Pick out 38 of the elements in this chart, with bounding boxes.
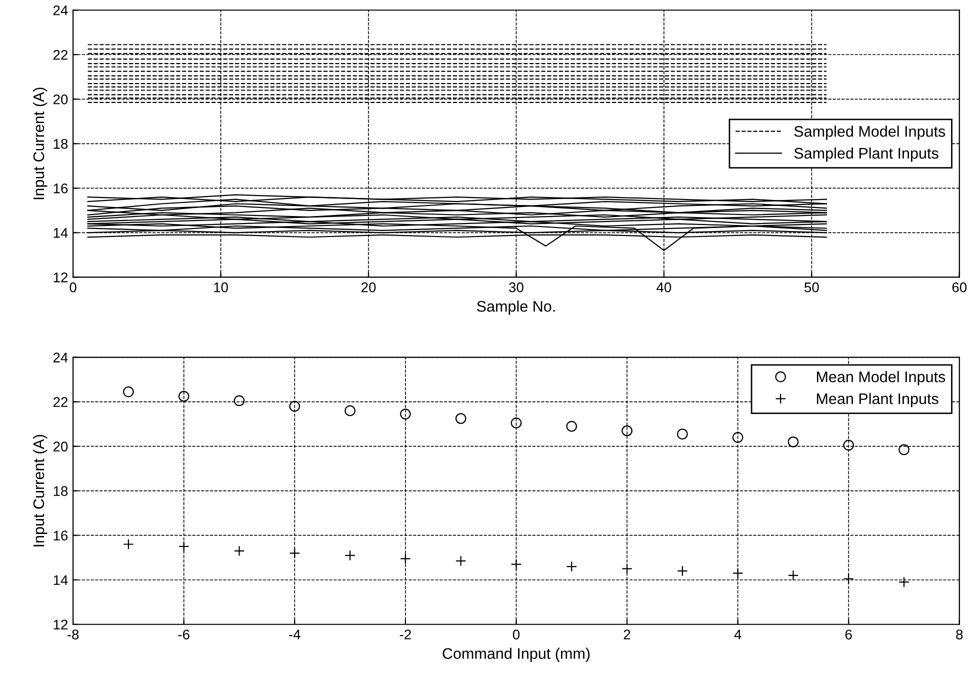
y-tick-label: 12: [54, 620, 68, 630]
x-tick-label: -4: [289, 630, 300, 640]
x-tick-label: 0: [512, 630, 520, 640]
x-tick-label: 6: [845, 630, 852, 640]
y-tick-label: 18: [54, 486, 68, 496]
x-tick-label: 8: [956, 630, 963, 640]
x-tick-label: 50: [804, 282, 819, 292]
x-tick-label: 30: [509, 282, 524, 292]
y-tick-label: 14: [54, 228, 68, 238]
y-tick-label: 20: [53, 94, 68, 104]
x-tick-label: 40: [656, 282, 672, 292]
y-tick-label: 22: [53, 50, 68, 60]
legend-label: Mean Plant Inputs: [816, 392, 938, 408]
y-axis-title: Input Current (A): [32, 88, 48, 200]
y-tick-label: 12: [54, 272, 68, 282]
y-tick-label: 14: [54, 575, 68, 585]
y-tick-label: 22: [53, 397, 68, 407]
y-tick-label: 18: [54, 138, 68, 149]
legend-label: Mean Model Inputs: [816, 371, 946, 386]
x-tick-label: -2: [400, 630, 411, 640]
y-tick-label: 16: [54, 530, 68, 541]
x-axis-title: Sample No.: [477, 300, 555, 315]
x-tick-label: 60: [952, 282, 967, 292]
x-tick-label: 20: [361, 282, 376, 292]
x-axis-title: Command Input (mm): [442, 648, 590, 662]
legend-label: Sampled Model Inputs: [794, 126, 946, 140]
x-tick-label: 0: [70, 282, 76, 292]
y-tick-label: 16: [54, 184, 68, 194]
x-tick-label: -6: [178, 630, 190, 640]
legend-label: Sampled Plant Inputs: [794, 147, 938, 162]
y-tick-label: 24: [53, 352, 68, 362]
x-tick-label: 2: [624, 630, 630, 640]
x-tick-label: 10: [214, 282, 228, 292]
x-tick-label: -8: [67, 630, 79, 640]
y-tick-label: 20: [53, 442, 68, 452]
y-axis-title: Input Current (A): [32, 434, 48, 546]
y-tick-label: 24: [53, 5, 68, 16]
x-tick-label: 4: [734, 630, 742, 640]
